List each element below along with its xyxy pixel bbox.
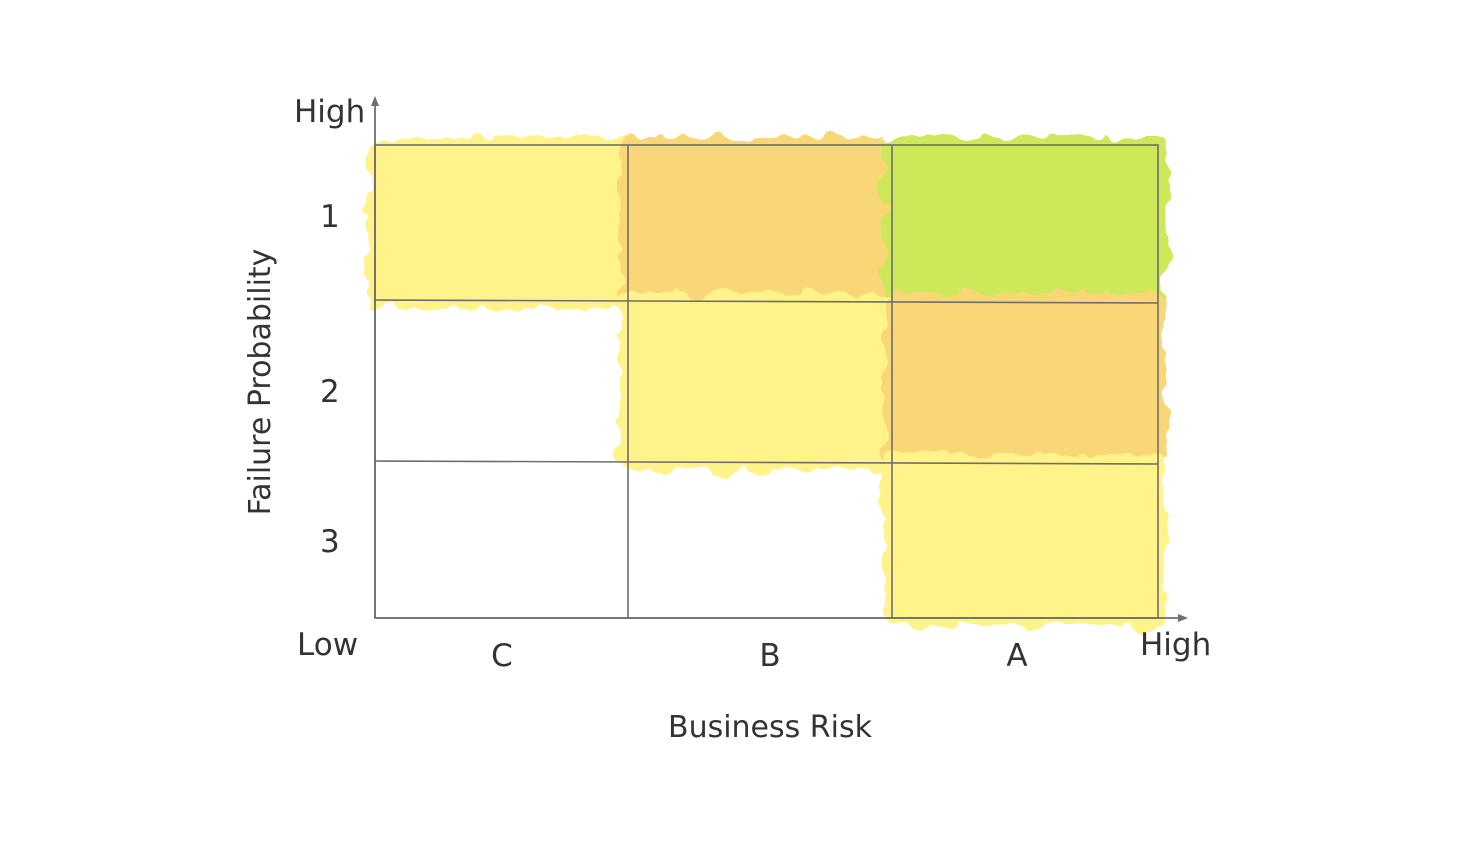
y-axis-title: Failure Probability <box>243 249 278 516</box>
cell-fill-2-a <box>884 293 1166 470</box>
y-axis-high-label: High <box>294 94 365 130</box>
row-divider-2-3 <box>374 460 1159 465</box>
x-axis-low-label: Low <box>297 627 358 663</box>
cell-fill-1-b <box>620 137 900 309</box>
column-label-a: A <box>1006 638 1027 674</box>
x-axis-high-label: High <box>1140 627 1211 663</box>
column-label-c: C <box>491 638 513 674</box>
cell-fill-1-a <box>884 137 1166 309</box>
cell-fill-3-a <box>884 454 1166 626</box>
cell-fills <box>367 137 1166 626</box>
cell-fill-2-b <box>620 293 900 470</box>
row-label-1: 1 <box>320 199 340 235</box>
row-divider-1-2 <box>374 299 1159 304</box>
row-label-3: 3 <box>320 524 340 560</box>
cell-fill-1-c <box>367 137 636 309</box>
column-label-b: B <box>759 638 780 674</box>
row-label-2: 2 <box>320 374 340 410</box>
x-axis-title: Business Risk <box>668 710 873 745</box>
